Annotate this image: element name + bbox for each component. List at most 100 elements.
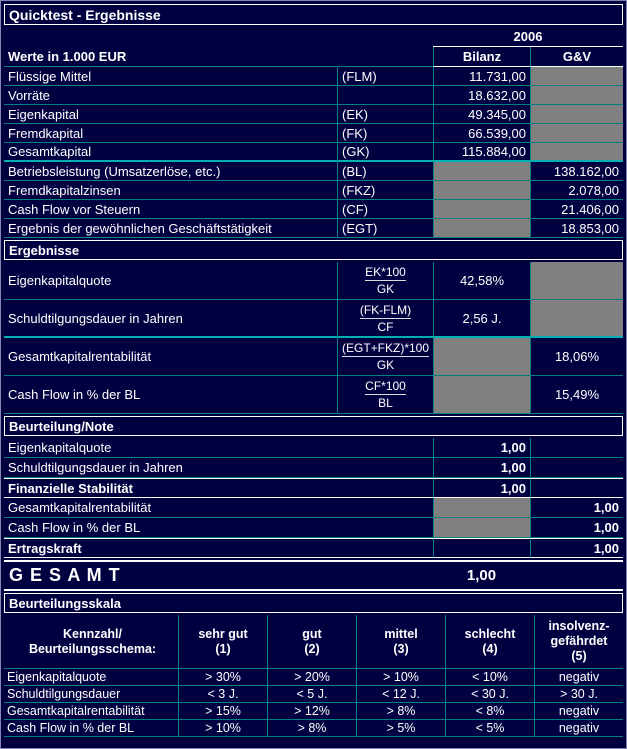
empty-cell: [530, 478, 623, 498]
data-row-fremdkapitalzinsen: Fremdkapitalzinsen (FKZ) 2.078,00: [4, 181, 623, 200]
note-row-schuldtilgungsdauer: Schuldtilgungsdauer in Jahren 1,00: [4, 458, 623, 478]
code-label: (FK): [337, 124, 433, 143]
note-value-cell[interactable]: 1,00: [433, 478, 530, 498]
disabled-cell: [530, 105, 623, 124]
row-label: Flüssige Mittel: [4, 67, 337, 86]
row-label: Ertragskraft: [4, 538, 433, 558]
disabled-cell: [433, 219, 530, 238]
skala-header-insolvenzgefaehrdet: insolvenz- gefährdet (5): [534, 615, 623, 669]
skala-value-cell: < 5 J.: [267, 686, 356, 703]
code-label: (CF): [337, 200, 433, 219]
skala-value-cell: negativ: [534, 703, 623, 720]
skala-value-cell: < 8%: [445, 703, 534, 720]
result-value-cell[interactable]: 15,49%: [530, 376, 623, 414]
code-label: (FKZ): [337, 181, 433, 200]
formula-denominator: GK: [376, 358, 395, 372]
skala-value-cell: > 15%: [178, 703, 267, 720]
skala-row-cashflow-prozent: Cash Flow in % der BL > 10% > 8% > 5% < …: [4, 720, 623, 737]
skala-value-cell: < 10%: [445, 669, 534, 686]
skala-value-cell: < 12 J.: [356, 686, 445, 703]
empty-cell: [530, 458, 623, 478]
disabled-cell: [530, 143, 623, 162]
bilanz-value-cell[interactable]: 115.884,00: [433, 143, 530, 162]
disabled-cell: [433, 162, 530, 181]
formula-numerator: EK*100: [365, 265, 406, 281]
bilanz-value-cell[interactable]: 49.345,00: [433, 105, 530, 124]
gesamt-row: G E S A M T 1,00: [4, 560, 623, 591]
section-title-beurteilungsskala: Beurteilungsskala: [4, 593, 623, 613]
formula-numerator: (EGT+FKZ)*100: [341, 341, 430, 357]
bilanz-value-cell[interactable]: 18.632,00: [433, 86, 530, 105]
row-label: Schuldtilgungsdauer: [4, 686, 178, 703]
formula-cell: CF*100 BL: [337, 376, 433, 414]
formula-cell: (FK-FLM) CF: [337, 300, 433, 338]
row-label: Cash Flow in % der BL: [4, 518, 433, 538]
skala-value-cell: negativ: [534, 669, 623, 686]
formula-denominator: CF: [377, 319, 394, 334]
disabled-cell: [530, 124, 623, 143]
row-label: Finanzielle Stabilität: [4, 478, 433, 498]
bilanz-value-cell[interactable]: 11.731,00: [433, 67, 530, 86]
formula-numerator: CF*100: [365, 379, 406, 395]
guv-value-cell[interactable]: 138.162,00: [530, 162, 623, 181]
formula-denominator: BL: [378, 396, 393, 410]
section-title-ergebnisse: Ergebnisse: [4, 240, 623, 260]
note-value-cell[interactable]: 1,00: [530, 498, 623, 518]
skala-value-cell: > 5%: [356, 720, 445, 737]
row-label: Gesamtkapitalrentabilität: [4, 498, 433, 518]
skala-value-cell: > 10%: [178, 720, 267, 737]
row-label: Eigenkapitalquote: [4, 262, 337, 300]
disabled-cell: [433, 518, 530, 538]
disabled-cell: [433, 498, 530, 518]
code-label: (EK): [337, 105, 433, 124]
data-row-fremdkapital: Fremdkapital (FK) 66.539,00: [4, 124, 623, 143]
skala-value-cell: > 12%: [267, 703, 356, 720]
row-label: Gesamtkapital: [4, 143, 337, 162]
row-label: Schuldtilgungsdauer in Jahren: [4, 458, 433, 478]
guv-value-cell[interactable]: 2.078,00: [530, 181, 623, 200]
row-label: Cash Flow in % der BL: [4, 720, 178, 737]
empty-cell: [530, 438, 623, 458]
empty-cell: [433, 538, 530, 558]
row-label: Eigenkapital: [4, 105, 337, 124]
column-header-spacer: [337, 47, 433, 67]
row-label: Vorräte: [4, 86, 337, 105]
data-row-fluessige-mittel: Flüssige Mittel (FLM) 11.731,00: [4, 67, 623, 86]
guv-value-cell[interactable]: 21.406,00: [530, 200, 623, 219]
year-row: 2006: [4, 27, 623, 47]
result-value-cell[interactable]: 2,56 J.: [433, 300, 530, 338]
guv-value-cell[interactable]: 18.853,00: [530, 219, 623, 238]
disabled-cell: [530, 67, 623, 86]
row-label: Ergebnis der gewöhnlichen Geschäftstätig…: [4, 219, 337, 238]
skala-value-cell: > 30%: [178, 669, 267, 686]
skala-row-gesamtkapitalrentabilitaet: Gesamtkapitalrentabilität > 15% > 12% > …: [4, 703, 623, 720]
skala-value-cell: > 8%: [267, 720, 356, 737]
unit-label: Werte in 1.000 EUR: [4, 47, 337, 67]
data-row-egt: Ergebnis der gewöhnlichen Geschäftstätig…: [4, 219, 623, 238]
code-label: (GK): [337, 143, 433, 162]
result-row-cashflow-prozent: Cash Flow in % der BL CF*100 BL 15,49%: [4, 376, 623, 414]
section-title-beurteilung: Beurteilung/Note: [4, 416, 623, 436]
column-header-row: Werte in 1.000 EUR Bilanz G&V: [4, 47, 623, 67]
code-label: (FLM): [337, 67, 433, 86]
row-label: Eigenkapitalquote: [4, 669, 178, 686]
result-value-cell[interactable]: 18,06%: [530, 338, 623, 376]
disabled-cell: [530, 300, 623, 338]
bilanz-value-cell[interactable]: 66.539,00: [433, 124, 530, 143]
gesamt-value-cell[interactable]: 1,00: [466, 567, 497, 584]
skala-header-kennzahl: Kennzahl/ Beurteilungsschema:: [4, 615, 178, 669]
note-value-cell[interactable]: 1,00: [530, 538, 623, 558]
row-label: Fremdkapital: [4, 124, 337, 143]
note-value-cell[interactable]: 1,00: [433, 458, 530, 478]
note-value-cell[interactable]: 1,00: [433, 438, 530, 458]
result-value-cell[interactable]: 42,58%: [433, 262, 530, 300]
result-row-gesamtkapitalrentabilitaet: Gesamtkapitalrentabilität (EGT+FKZ)*100 …: [4, 338, 623, 376]
note-value-cell[interactable]: 1,00: [530, 518, 623, 538]
skala-value-cell: > 8%: [356, 703, 445, 720]
note-row-eigenkapitalquote: Eigenkapitalquote 1,00: [4, 438, 623, 458]
guv-column-header: G&V: [530, 47, 623, 67]
data-row-betriebsleistung: Betriebsleistung (Umsatzerlöse, etc.) (B…: [4, 162, 623, 181]
disabled-cell: [433, 376, 530, 414]
gesamt-label: G E S A M T: [9, 565, 121, 585]
